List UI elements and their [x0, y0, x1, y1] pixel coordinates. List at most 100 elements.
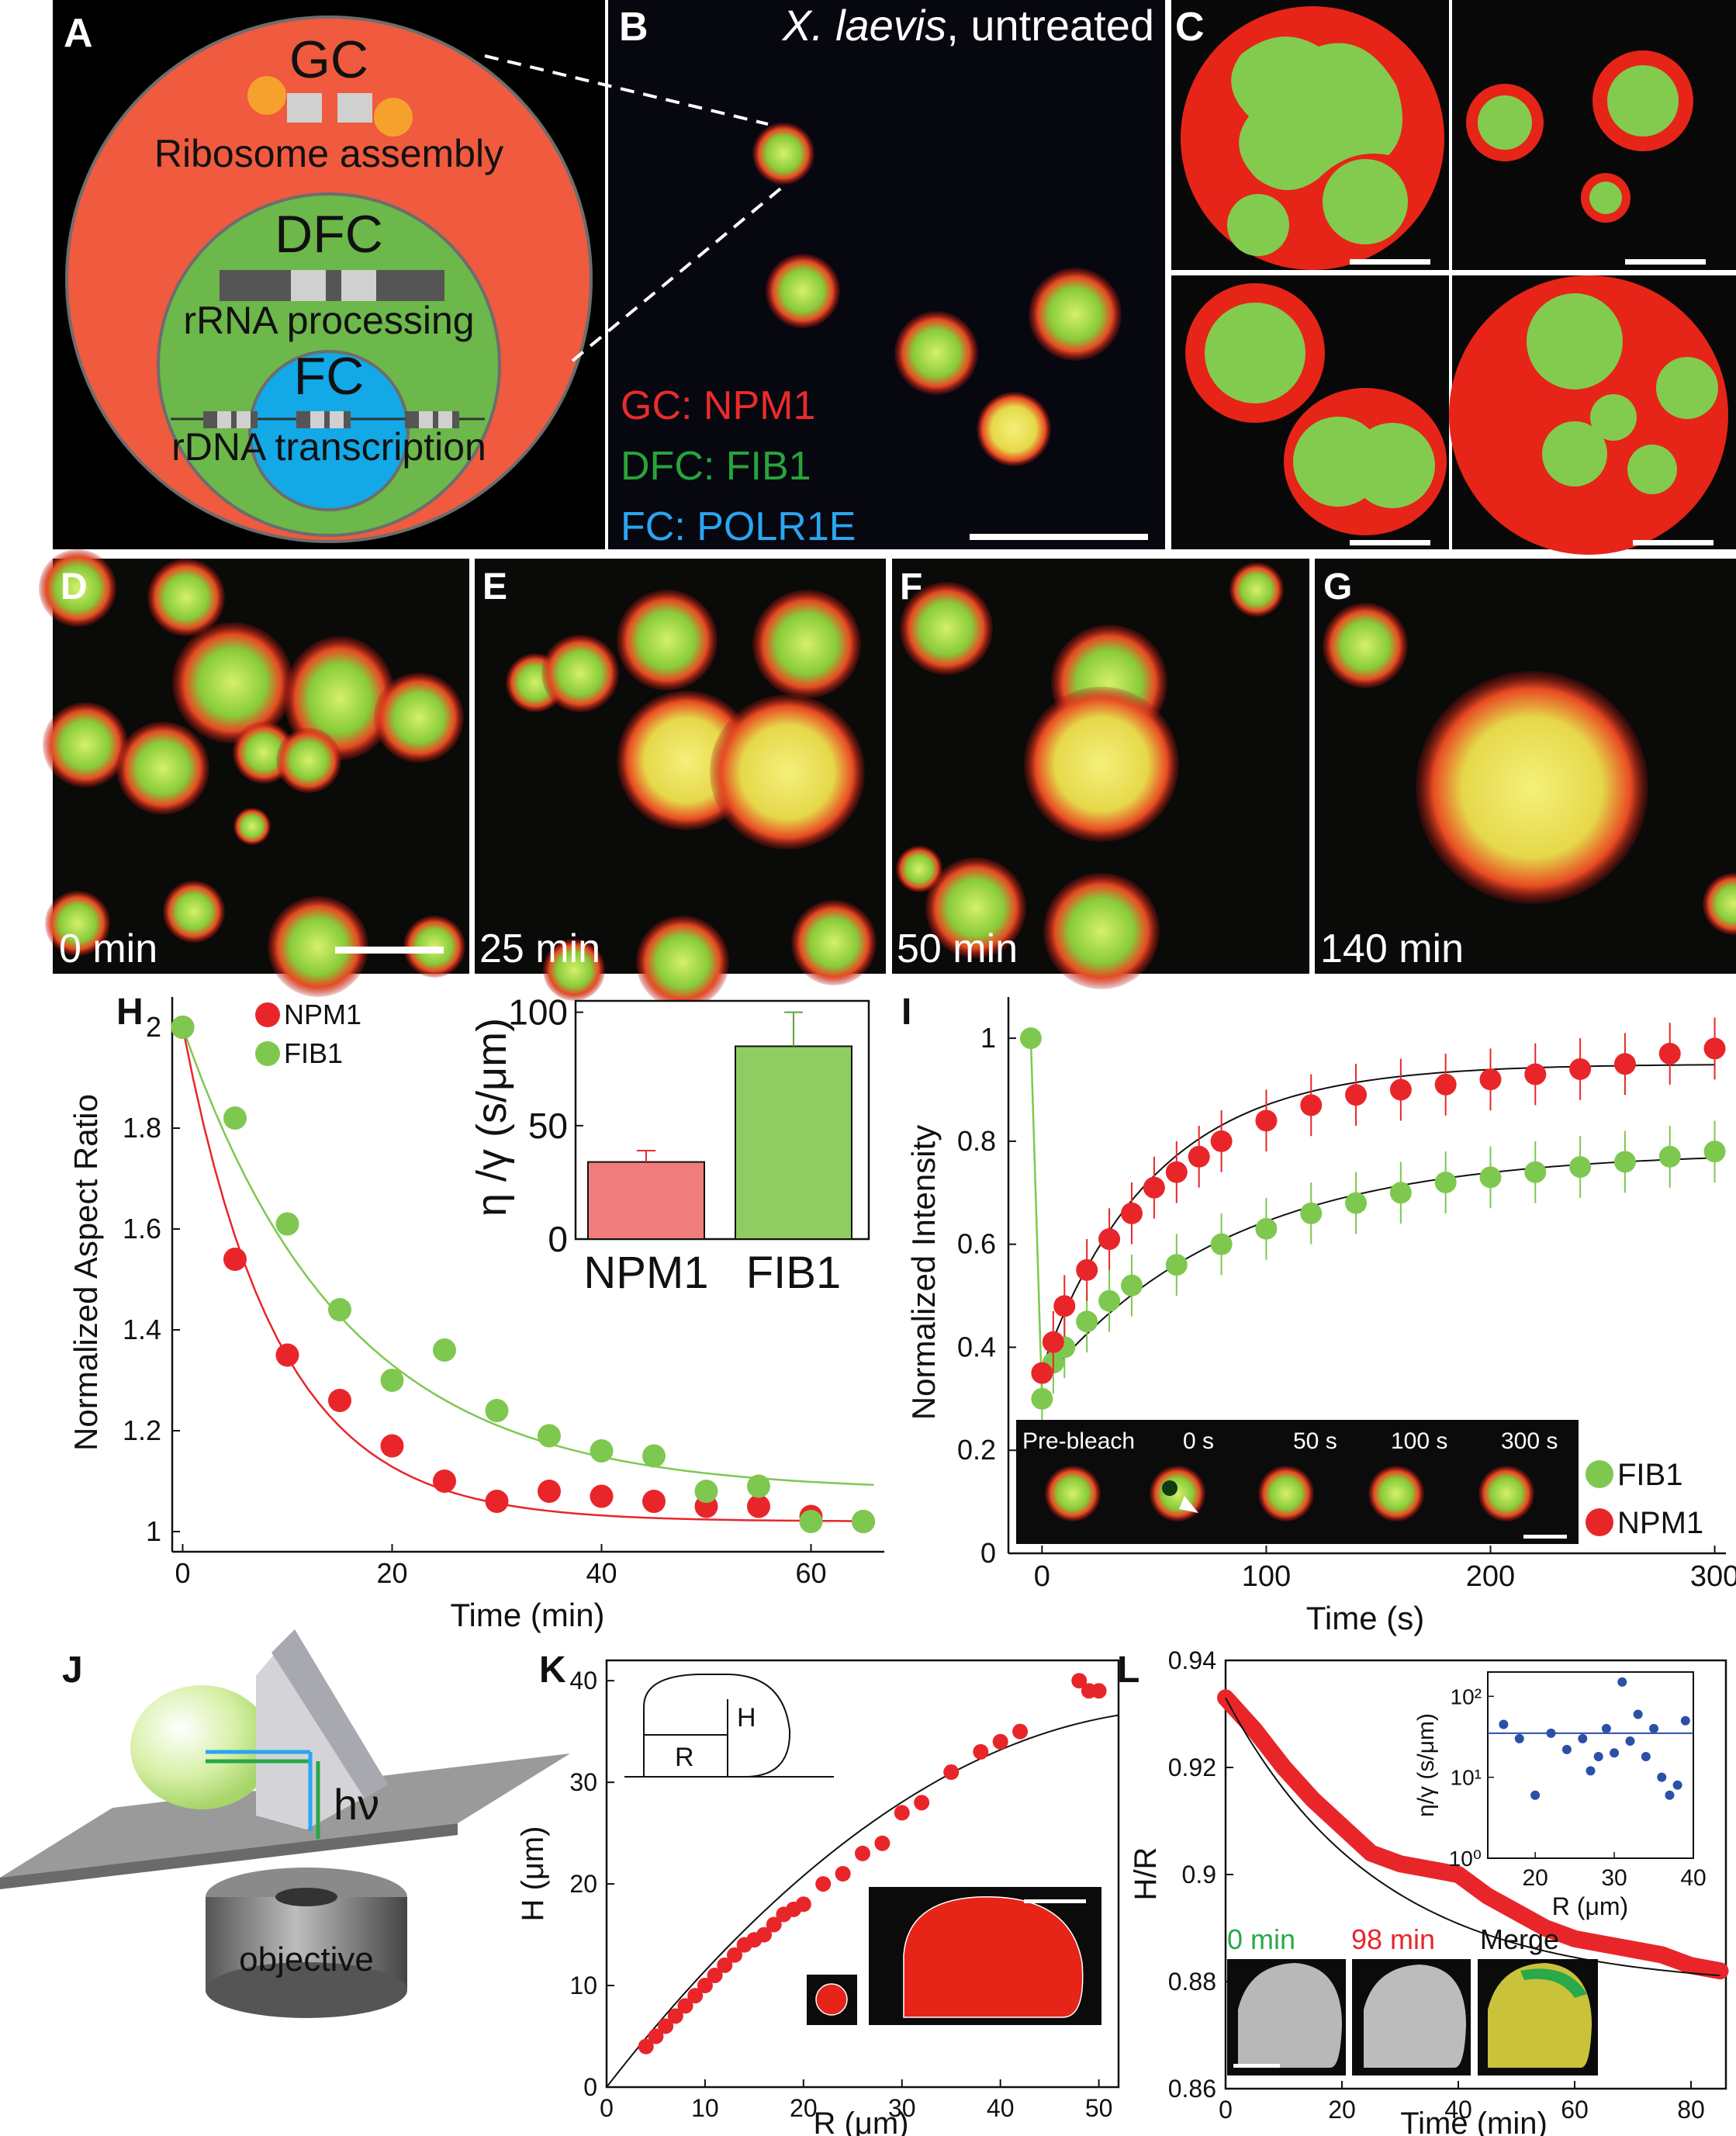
k-data-point	[1091, 1683, 1107, 1699]
k-y-tick-label: 0	[583, 2073, 597, 2101]
legend-fib1-label: FIB1	[1617, 1458, 1682, 1492]
l-y-tick-label: 0.9	[1182, 1861, 1216, 1888]
i-data-point-fib1	[1098, 1290, 1121, 1312]
k-data-point	[727, 1947, 742, 1963]
nucleolus	[543, 939, 605, 1001]
l-inset-x-tick-label: 40	[1680, 1865, 1706, 1891]
k-y-tick-label: 40	[569, 1667, 597, 1695]
panel-d: 0 min D	[39, 549, 469, 997]
l-inset-data-point	[1514, 1733, 1524, 1743]
assembly-orange-dot	[247, 76, 286, 115]
h-fit-curve	[182, 1026, 874, 1522]
h-data-point-fib1	[433, 1338, 456, 1362]
h-inset-category-label: FIB1	[746, 1248, 842, 1298]
nucleolus	[752, 590, 861, 698]
i-data-point-npm1	[1031, 1362, 1053, 1384]
h-data-point-npm1	[380, 1434, 404, 1458]
h-data-point-fib1	[171, 1016, 195, 1039]
micro-label-98min: 98 min	[1351, 1923, 1435, 1955]
l-inset-data-point	[1546, 1728, 1556, 1738]
l-y-tick-label: 0.86	[1168, 2075, 1216, 2103]
nucleolus	[163, 881, 225, 943]
l-inset-data-point	[1665, 1790, 1675, 1800]
h-data-point-fib1	[328, 1298, 351, 1321]
nucleolus	[1029, 268, 1122, 361]
k-x-tick-label: 20	[790, 2094, 818, 2122]
scale-bar	[1350, 540, 1430, 545]
k-plot-frame	[605, 1659, 1120, 2089]
k-data-point	[658, 2018, 674, 2034]
frap-label-100s: 100 s	[1391, 1428, 1447, 1454]
frap-nucleolus	[1368, 1466, 1424, 1522]
nucleolus	[43, 702, 128, 788]
frap-nucleolus	[1258, 1466, 1314, 1522]
objective-bottom	[206, 1962, 407, 2018]
k-data-point	[874, 1835, 890, 1851]
merge-green-rim	[1520, 1968, 1587, 1998]
i-data-point-npm1	[1389, 1078, 1412, 1101]
i-data-point-npm1	[1300, 1094, 1323, 1116]
h-data-point-fib1	[380, 1369, 404, 1392]
k-x-tick-label: 10	[691, 2094, 719, 2122]
i-data-point-npm1	[1613, 1053, 1636, 1075]
h-data-point-fib1	[694, 1480, 718, 1503]
frap-label-50s: 50 s	[1293, 1428, 1337, 1454]
frap-label-0s: 0 s	[1183, 1428, 1214, 1454]
h-data-point-npm1	[590, 1484, 614, 1508]
droplet-0min	[1238, 1963, 1342, 2068]
i-data-point-fib1	[1120, 1274, 1143, 1296]
rdna-repeats	[203, 411, 459, 428]
nucleolus	[45, 891, 110, 956]
scale-bar	[1633, 540, 1714, 545]
i-fit-curve	[1041, 1157, 1715, 1384]
k-data-point	[1071, 1673, 1088, 1689]
panel-letter-d: D	[61, 566, 88, 608]
nucleolus	[1416, 671, 1648, 904]
k-data-point	[815, 1876, 832, 1892]
k-data-point	[717, 1957, 733, 1973]
nucleolus	[541, 635, 619, 712]
gc-label: GC	[289, 30, 368, 89]
i-data-point-npm1	[1658, 1043, 1681, 1065]
k-x-axis-label: R (μm)	[813, 2107, 908, 2136]
panel-f: 50 min F	[892, 559, 1309, 989]
k-data-point	[795, 1896, 811, 1913]
nucleolus	[752, 123, 814, 185]
assembly-orange-dot	[374, 98, 413, 137]
l-x-tick-label: 60	[1561, 2096, 1589, 2124]
i-data-point-fib1	[1345, 1192, 1368, 1214]
i-data-point-fib1	[1658, 1145, 1681, 1168]
l-inset-data-point	[1530, 1790, 1541, 1800]
l-y-axis-label: H/R	[1129, 1847, 1163, 1901]
h-data-point-npm1	[223, 1248, 247, 1271]
k-data-point	[687, 1988, 704, 2004]
nucleolus	[147, 559, 225, 636]
panel-letter-g: G	[1323, 566, 1352, 608]
i-data-point-fib1	[1479, 1166, 1502, 1189]
nucleolus	[925, 857, 1026, 958]
i-y-tick-label: 0.8	[957, 1125, 996, 1157]
i-data-point-fib1	[1165, 1254, 1188, 1276]
l-inset-data-point	[1601, 1723, 1611, 1733]
l-inset-x-tick-label: 20	[1522, 1865, 1548, 1891]
dfc-function-label: rRNA processing	[183, 299, 474, 342]
k-data-point	[943, 1764, 960, 1781]
k-data-point	[638, 2038, 654, 2055]
rrna-block	[291, 270, 326, 301]
h-y-tick-label: 1.8	[123, 1112, 161, 1144]
nucleolus	[268, 896, 368, 997]
k-data-point	[973, 1743, 989, 1760]
time-label: 25 min	[479, 926, 600, 971]
nucleolus	[1323, 603, 1408, 688]
i-data-point-npm1	[1345, 1084, 1368, 1106]
scale-bar	[1523, 1535, 1567, 1539]
panel-letter-e: E	[482, 566, 507, 608]
i-data-point-fib1	[1076, 1310, 1098, 1333]
i-data-point-fib1	[1389, 1182, 1412, 1204]
nucleolus	[791, 900, 877, 985]
i-data-point-npm1	[1053, 1295, 1076, 1317]
large-droplet	[903, 1896, 1084, 2018]
micro-label-0min: 0 min	[1227, 1923, 1295, 1955]
dfc-blob	[1607, 65, 1679, 137]
l-inset-marks: 20 30 40 10⁰ 10¹ 10²	[1449, 1677, 1707, 1891]
